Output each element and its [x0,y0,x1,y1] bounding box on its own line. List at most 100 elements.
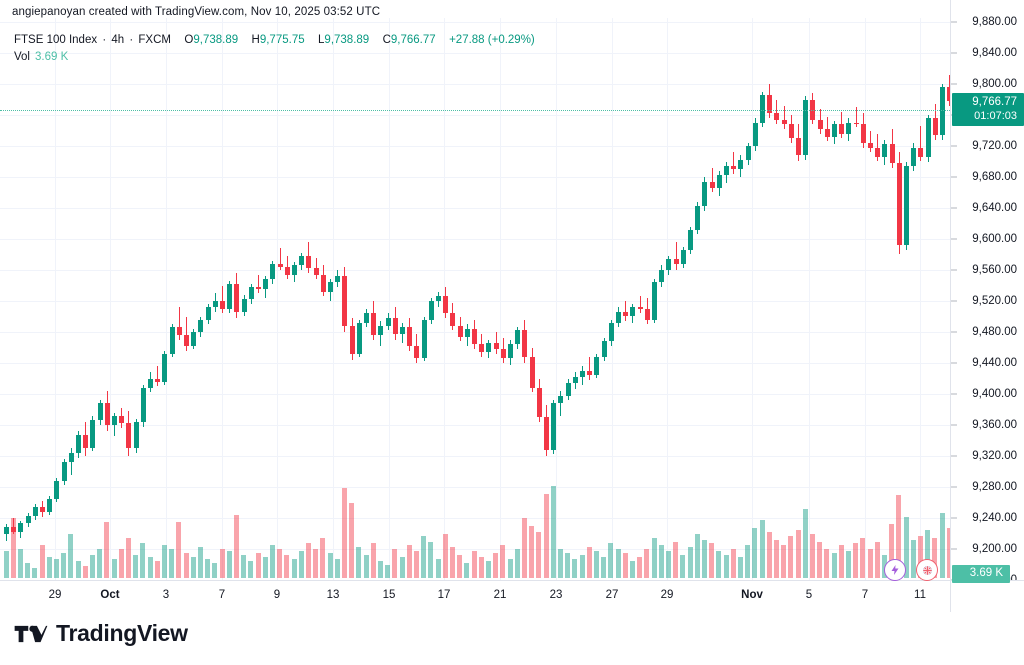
candle-body [443,296,449,314]
volume-bar [608,543,614,578]
volume-bar [680,554,686,578]
candle-body [810,99,816,120]
candle-body [731,166,737,170]
volume-bar [615,549,621,578]
volume-bar [701,539,707,578]
volume-bar [514,549,520,578]
candle-body [630,307,636,317]
candle-body [32,507,38,516]
volume-bar [601,556,607,578]
volume-bar [889,524,895,578]
candle-wick [675,242,677,270]
candle-wick [855,107,857,128]
axis-corner [950,580,1024,612]
volume-bar [478,556,484,578]
time-axis[interactable]: 29 Oct 3 7 9 13 15 17 21 23 27 29 Nov 5 7 11 [0,580,950,612]
candle-wick [711,167,713,193]
candle-body [580,370,585,377]
current-price-line [0,109,950,111]
volume-bar [730,549,736,578]
candle-body [911,147,917,167]
attribution-text: angiepanoyan created with TradingView.co… [12,6,381,18]
time-axis-label: 15 [382,589,396,601]
volume-bar [932,537,938,578]
price-axis-dash [951,455,957,457]
legend-volume-row: Vol 3.69 K [14,49,535,66]
candle-body [659,270,665,283]
candle-body [688,229,693,250]
candle-wick [639,296,641,314]
volume-bar [205,558,211,578]
candle-body [4,527,9,535]
country-flag-button[interactable] [916,559,938,581]
candle-body [760,94,765,123]
price-axis-tick: 9,520.00 [972,295,1017,307]
candle-body [400,327,405,334]
price-axis-dash [951,548,957,550]
volume-bar [925,530,931,578]
volume-bar [579,554,585,578]
price-axis-tick: 9,560.00 [972,264,1017,276]
price-axis-tick: 9,600.00 [972,233,1017,245]
chart-pane[interactable] [0,18,950,580]
gridline-horizontal [0,518,950,519]
volume-bar [320,537,326,578]
volume-bar [802,508,808,578]
candle-body [97,403,103,421]
volume-bar [219,549,225,578]
volume-bar [939,512,945,578]
candle-body [83,435,89,449]
candle-body [428,301,434,320]
volume-bar [97,549,103,578]
price-axis-dash [951,238,957,240]
gridline-horizontal [0,22,950,23]
candle-body [652,282,657,320]
legend-symbol[interactable]: FTSE 100 Index [14,34,98,46]
legend-separator-2: · [129,34,134,46]
candle-body [947,87,950,102]
candle-body [536,387,542,418]
volume-bar [435,558,441,578]
legend-low-key: L [318,34,325,46]
price-axis[interactable]: 9,880.009,840.009,800.009,760.009,720.00… [950,0,1024,586]
price-axis-tick: 9,880.00 [972,16,1017,28]
candle-body [932,118,938,136]
volume-bar [910,539,916,578]
candle-body [47,498,53,512]
candle-body [176,327,182,336]
candle-wick [157,366,159,387]
volume-bar [17,549,23,578]
candle-body [356,322,362,354]
price-axis-dash [951,145,957,147]
volume-bar [521,518,527,578]
legend-open-key: O [184,34,194,46]
volume-value-badge[interactable]: 3.69 K [952,565,1010,583]
candle-body [896,163,902,246]
gridline-horizontal [0,239,950,240]
current-price-badge[interactable]: 9,766.77 01:07:03 [952,92,1024,126]
time-axis-label: 21 [493,589,507,601]
candle-body [738,159,744,170]
candle-body [299,256,305,266]
alert-lightning-button[interactable] [884,559,906,581]
volume-bar [500,545,506,578]
gridline-horizontal [0,84,950,85]
time-axis-label: 13 [326,589,340,601]
candle-body [623,311,629,317]
candle-body [450,313,456,326]
tradingview-footer-logo[interactable]: TradingView [14,620,188,647]
candle-wick [589,356,591,381]
legend-interval[interactable]: 4h [111,34,125,46]
legend-close-key: C [382,34,391,46]
candle-body [839,124,845,134]
candle-body [803,99,809,156]
tradingview-logo-icon [14,625,48,642]
candle-body [918,147,924,157]
volume-bar [644,549,650,578]
volume-bar [687,547,693,578]
candle-body [284,266,290,275]
volume-bar [39,545,45,578]
price-axis-tick: 9,840.00 [972,47,1017,59]
candle-body [306,256,312,269]
